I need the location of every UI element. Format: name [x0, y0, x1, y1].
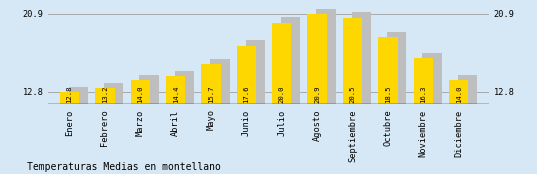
Text: 14.0: 14.0 [137, 86, 143, 103]
Text: 18.5: 18.5 [385, 86, 391, 103]
Bar [130, 80, 150, 104]
Bar [237, 46, 256, 104]
Bar [140, 75, 159, 104]
Bar [449, 80, 468, 104]
Text: 20.5: 20.5 [350, 86, 355, 103]
Bar [166, 77, 185, 104]
Bar [95, 88, 114, 104]
Text: 14.0: 14.0 [455, 86, 462, 103]
Text: 13.2: 13.2 [102, 86, 108, 103]
Bar [272, 23, 292, 104]
Bar [60, 92, 79, 104]
Bar [316, 9, 336, 104]
Bar [307, 14, 327, 104]
Bar [175, 71, 194, 104]
Bar [352, 13, 371, 104]
Text: 14.4: 14.4 [173, 86, 179, 103]
Bar [281, 17, 300, 104]
Bar [423, 53, 442, 104]
Text: 17.6: 17.6 [243, 86, 249, 103]
Bar [245, 40, 265, 104]
Bar [69, 87, 88, 104]
Bar [343, 18, 362, 104]
Text: 20.9: 20.9 [314, 86, 320, 103]
Bar [387, 32, 407, 104]
Text: 12.8: 12.8 [67, 86, 72, 103]
Bar [210, 59, 230, 104]
Bar [201, 64, 221, 104]
Text: 16.3: 16.3 [420, 86, 426, 103]
Bar [413, 58, 433, 104]
Text: 15.7: 15.7 [208, 86, 214, 103]
Bar [104, 83, 124, 104]
Bar [458, 75, 477, 104]
Bar [378, 37, 397, 104]
Text: Temperaturas Medias en montellano: Temperaturas Medias en montellano [27, 162, 221, 172]
Text: 20.0: 20.0 [279, 86, 285, 103]
